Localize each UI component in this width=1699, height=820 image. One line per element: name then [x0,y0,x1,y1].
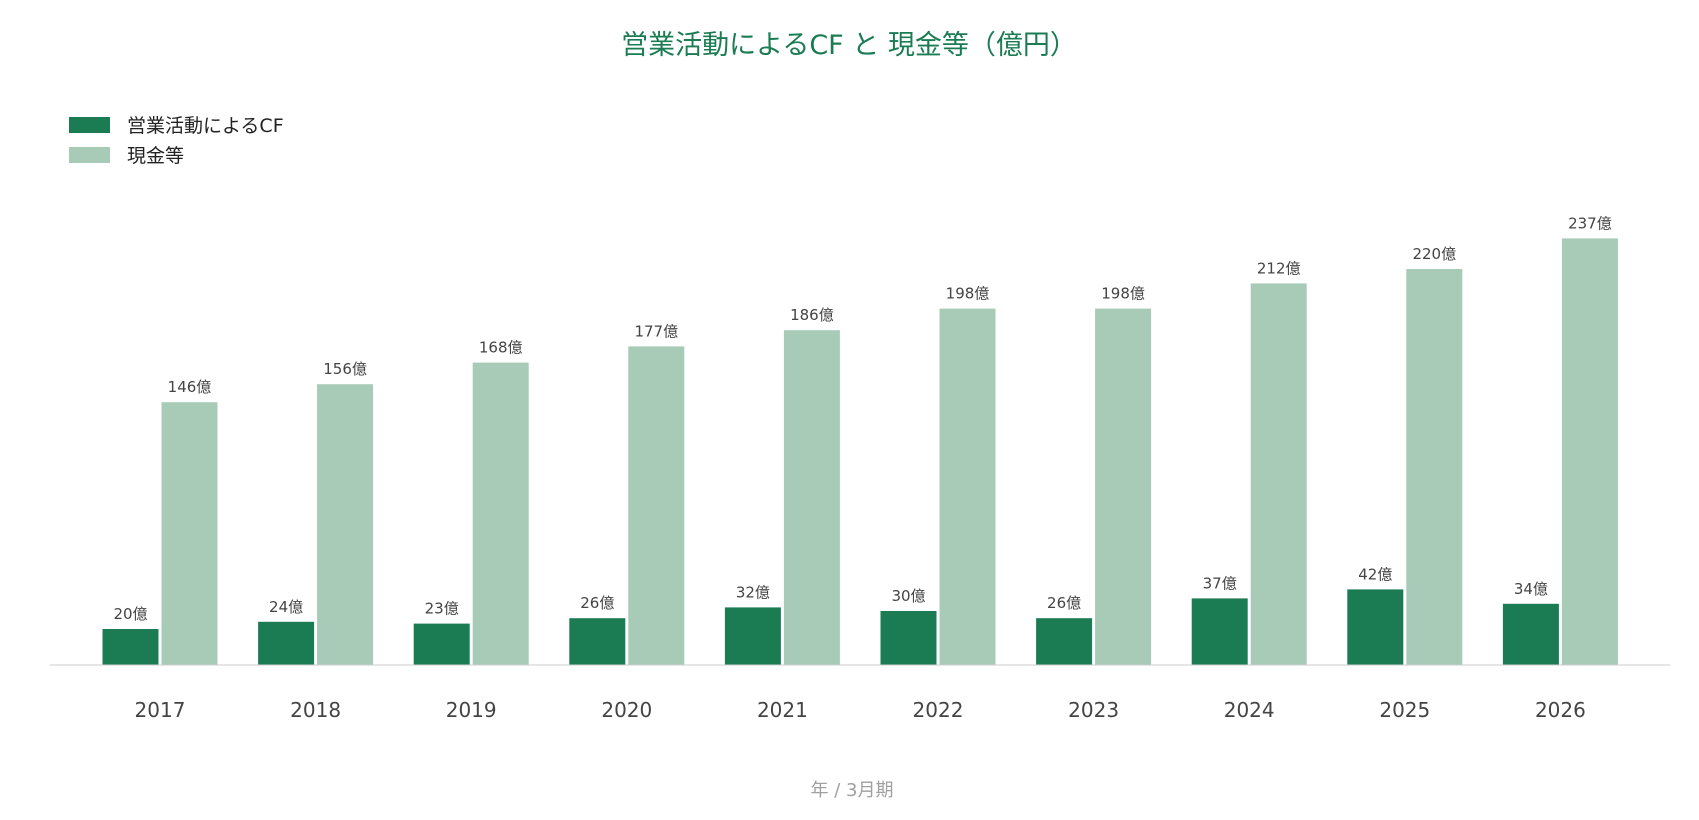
x-axis-label: 年 / 3月期 [811,780,894,801]
x-tick-label-2021: 2021 [757,698,808,722]
bar-cash-2021 [783,330,840,665]
x-tick-label-2024: 2024 [1224,698,1275,722]
x-tick-label-2025: 2025 [1379,698,1430,722]
legend-label-cash: 現金等 [127,145,184,167]
value-label-cash-2021: 186億 [790,306,834,324]
value-label-cash-2026: 237億 [1568,214,1612,232]
value-label-cash-2023: 198億 [1101,285,1145,303]
x-tick-label-2022: 2022 [913,698,964,722]
value-label-cash-2018: 156億 [323,360,367,378]
bar-cash-2017 [161,402,218,665]
value-label-operating-cf-2025: 42億 [1358,565,1392,583]
bar-operating-cf-2023 [1036,618,1093,665]
value-label-operating-cf-2024: 37億 [1203,574,1237,592]
legend-swatch-cash [69,147,110,163]
bar-operating-cf-2020 [569,618,626,665]
legend-swatch-operating-cf [69,117,110,133]
value-label-operating-cf-2019: 23億 [425,600,459,618]
chart-title: 営業活動によるCF と 現金等（億円） [621,30,1077,61]
bar-cash-2020 [628,346,685,665]
x-tick-label-2017: 2017 [135,698,186,722]
value-label-operating-cf-2018: 24億 [269,598,303,616]
legend-label-operating-cf: 営業活動によるCF [127,115,284,137]
bar-cash-2023 [1095,308,1152,665]
bar-operating-cf-2017 [102,629,159,665]
bar-operating-cf-2022 [880,611,937,665]
value-label-operating-cf-2017: 20億 [113,605,147,623]
x-tick-label-2026: 2026 [1535,698,1586,722]
bar-operating-cf-2026 [1502,603,1559,665]
legend: 営業活動によるCF 現金等 [69,115,284,167]
bar-cash-2025 [1406,269,1463,665]
value-label-cash-2022: 198億 [946,285,990,303]
value-label-operating-cf-2023: 26億 [1047,594,1081,612]
bar-cash-2022 [939,308,996,665]
value-label-cash-2017: 146億 [168,378,212,396]
bar-cash-2026 [1561,238,1618,665]
plot-area: 20億 146億 2017 24億 156億 2018 23億 168億 2019 26億 177億… [102,214,1618,722]
value-label-operating-cf-2026: 34億 [1514,580,1548,598]
value-label-operating-cf-2022: 30億 [891,587,925,605]
value-label-cash-2024: 212億 [1257,259,1301,277]
value-label-operating-cf-2020: 26億 [580,594,614,612]
value-label-cash-2025: 220億 [1412,245,1456,263]
value-label-operating-cf-2021: 32億 [736,583,770,601]
bar-cash-2019 [472,362,529,665]
x-tick-label-2023: 2023 [1068,698,1119,722]
bar-operating-cf-2018 [258,621,315,665]
bar-operating-cf-2024 [1191,598,1248,665]
bar-operating-cf-2021 [724,607,781,665]
value-label-cash-2020: 177億 [634,322,678,340]
x-tick-label-2018: 2018 [290,698,341,722]
x-tick-label-2019: 2019 [446,698,497,722]
bar-cash-2024 [1250,283,1307,665]
bar-operating-cf-2019 [413,623,470,665]
x-tick-label-2020: 2020 [601,698,652,722]
value-label-cash-2019: 168億 [479,339,523,357]
bar-cash-2018 [317,384,374,665]
bar-operating-cf-2025 [1347,589,1404,665]
